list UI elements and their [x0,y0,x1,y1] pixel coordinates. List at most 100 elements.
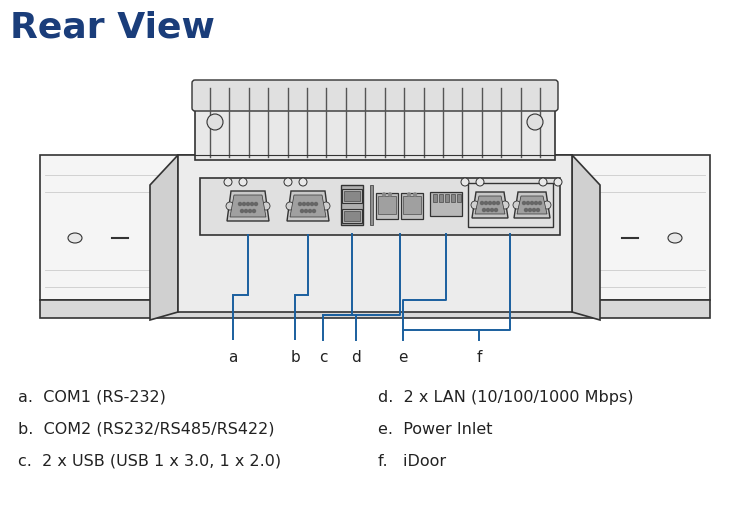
Circle shape [476,178,484,186]
Circle shape [248,209,251,213]
Text: e.  Power Inlet: e. Power Inlet [378,422,493,437]
Circle shape [286,202,294,210]
Ellipse shape [68,233,82,243]
Circle shape [238,203,242,206]
Circle shape [527,114,543,130]
Circle shape [532,208,536,211]
Circle shape [526,201,530,205]
Text: d: d [351,350,361,365]
Bar [344,211,360,221]
Circle shape [501,201,509,209]
Bar [445,194,449,202]
Text: a: a [228,350,238,365]
Text: b.  COM2 (RS232/RS485/RS422): b. COM2 (RS232/RS485/RS422) [18,422,274,437]
Circle shape [461,178,469,186]
Circle shape [301,209,304,213]
Bar [342,189,362,203]
Polygon shape [287,191,329,221]
Circle shape [382,193,386,196]
Circle shape [298,203,302,206]
Circle shape [251,203,254,206]
Bar [378,196,396,214]
Bar [430,192,462,216]
FancyBboxPatch shape [192,80,558,111]
Circle shape [484,201,488,205]
Circle shape [253,209,256,213]
Bar [401,193,423,219]
Polygon shape [195,83,555,160]
Circle shape [538,201,542,205]
Circle shape [304,209,307,213]
Bar [178,155,572,312]
Text: Rear View: Rear View [10,10,214,44]
Circle shape [299,178,307,186]
Polygon shape [290,195,326,217]
Circle shape [535,201,538,205]
Bar [344,191,360,201]
Text: f: f [476,350,482,365]
Circle shape [307,203,310,206]
Circle shape [284,178,292,186]
Circle shape [313,209,316,213]
Circle shape [490,208,494,211]
Text: d.  2 x LAN (10/100/1000 Mbps): d. 2 x LAN (10/100/1000 Mbps) [378,390,634,405]
Circle shape [471,201,479,209]
Circle shape [388,193,392,196]
Circle shape [523,201,526,205]
Bar [376,193,398,219]
Circle shape [482,208,485,211]
Bar [439,194,443,202]
Circle shape [242,203,245,206]
Bar [341,185,363,225]
Polygon shape [230,195,266,217]
Circle shape [302,203,305,206]
Bar [40,155,710,300]
Circle shape [529,208,532,211]
Circle shape [239,178,247,186]
Circle shape [413,193,416,196]
Bar [370,185,373,225]
Circle shape [539,178,547,186]
Bar [200,178,560,235]
Bar [451,194,455,202]
Bar [40,300,710,318]
Text: a.  COM1 (RS-232): a. COM1 (RS-232) [18,390,166,405]
Ellipse shape [668,233,682,243]
Text: e: e [398,350,408,365]
Circle shape [224,178,232,186]
Circle shape [322,202,330,210]
Circle shape [247,203,250,206]
Circle shape [308,209,311,213]
Bar [403,196,421,214]
Circle shape [207,114,223,130]
Circle shape [493,201,496,205]
Circle shape [481,201,484,205]
Circle shape [241,209,244,213]
Circle shape [310,203,314,206]
Text: b: b [290,350,300,365]
Polygon shape [472,192,508,218]
Polygon shape [227,191,269,221]
Circle shape [314,203,317,206]
Circle shape [254,203,257,206]
Circle shape [226,202,234,210]
Circle shape [496,201,500,205]
Polygon shape [517,196,547,214]
Circle shape [530,201,533,205]
Bar [342,209,362,223]
Polygon shape [572,155,600,320]
Circle shape [244,209,248,213]
Polygon shape [475,196,505,214]
Circle shape [554,178,562,186]
Circle shape [524,208,527,211]
Text: c: c [319,350,327,365]
Bar [433,194,437,202]
Bar [468,183,553,227]
Text: c.  2 x USB (USB 1 x 3.0, 1 x 2.0): c. 2 x USB (USB 1 x 3.0, 1 x 2.0) [18,454,281,469]
Circle shape [494,208,497,211]
Circle shape [513,201,521,209]
Circle shape [262,202,270,210]
Circle shape [487,208,490,211]
Circle shape [543,201,551,209]
Circle shape [407,193,410,196]
